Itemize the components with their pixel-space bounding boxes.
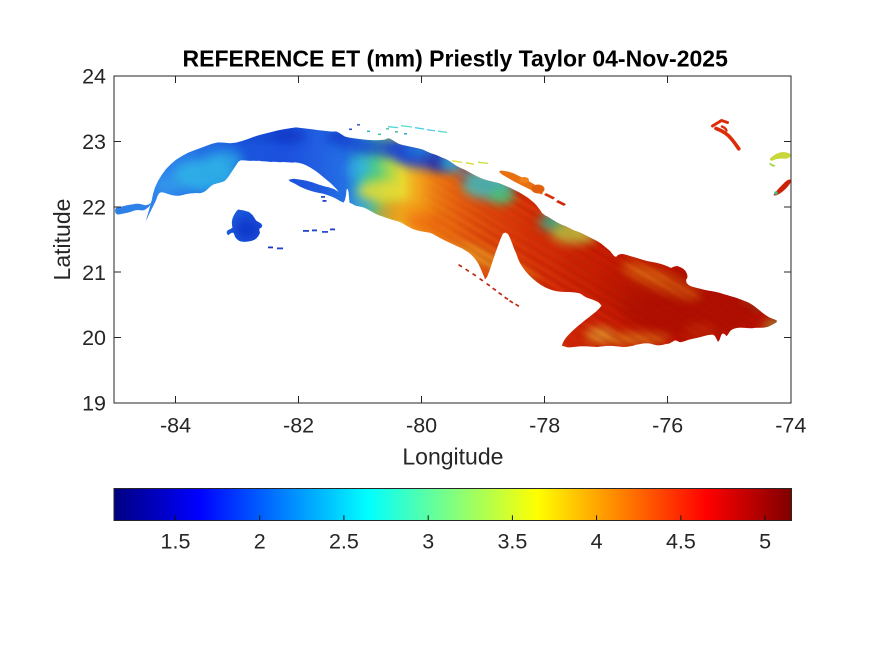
- svg-text:24: 24: [82, 65, 106, 89]
- svg-text:23: 23: [82, 130, 106, 154]
- svg-text:21: 21: [82, 261, 106, 285]
- svg-text:1.5: 1.5: [161, 530, 191, 554]
- svg-text:22: 22: [82, 195, 106, 219]
- svg-text:-78: -78: [529, 414, 560, 438]
- svg-text:-80: -80: [406, 414, 437, 438]
- svg-text:3.5: 3.5: [497, 530, 527, 554]
- svg-text:20: 20: [82, 326, 106, 350]
- svg-text:2: 2: [254, 530, 266, 554]
- svg-text:2.5: 2.5: [329, 530, 359, 554]
- svg-text:REFERENCE ET (mm) Priestly Tay: REFERENCE ET (mm) Priestly Taylor 04-Nov…: [183, 45, 729, 71]
- svg-text:-84: -84: [160, 414, 191, 438]
- svg-text:19: 19: [82, 392, 106, 416]
- svg-text:4: 4: [591, 530, 603, 554]
- svg-text:4.5: 4.5: [666, 530, 696, 554]
- svg-text:-82: -82: [283, 414, 314, 438]
- svg-text:3: 3: [422, 530, 434, 554]
- svg-text:-76: -76: [652, 414, 683, 438]
- svg-text:Longitude: Longitude: [402, 444, 503, 470]
- svg-text:5: 5: [759, 530, 771, 554]
- svg-text:-74: -74: [775, 414, 806, 438]
- svg-text:Latitude: Latitude: [49, 199, 75, 281]
